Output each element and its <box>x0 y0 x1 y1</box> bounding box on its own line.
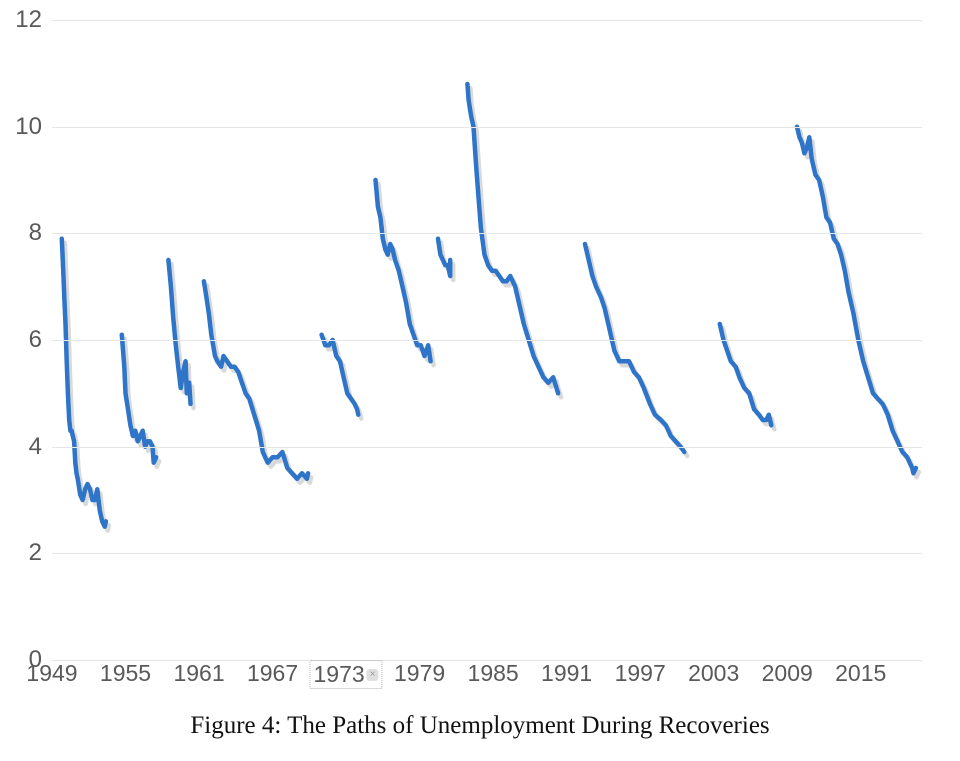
x-tick-label: 2003 <box>688 660 739 687</box>
y-tick-label: 6 <box>29 326 42 354</box>
x-tick-label: 1961 <box>173 660 224 687</box>
series-line <box>168 260 190 404</box>
series-line <box>204 281 308 478</box>
x-tick-label: 1979 <box>394 660 445 687</box>
series-shadow <box>588 248 687 456</box>
x-tick-label: 2015 <box>835 660 886 687</box>
plot-area: 024681012 <box>52 20 922 660</box>
x-tick-label: 2009 <box>762 660 813 687</box>
y-tick-label: 12 <box>15 6 42 34</box>
gridline <box>52 447 922 448</box>
series-line <box>322 335 359 415</box>
x-tick-label-editable[interactable]: 1973× <box>309 660 382 689</box>
figure: 024681012 1949 1955 1961 1967 1973× 1979 1985 1… <box>0 0 960 761</box>
x-tick-label: 1949 <box>26 660 77 687</box>
figure-caption: Figure 4: The Paths of Unemployment Duri… <box>0 712 960 740</box>
x-tick-label: 1967 <box>247 660 298 687</box>
gridline <box>52 340 922 341</box>
x-axis-ticks: 19491955196119671973×1979198519911997200… <box>52 660 922 692</box>
series-line <box>585 244 684 452</box>
x-tick-label: 1997 <box>615 660 666 687</box>
y-tick-label: 2 <box>29 539 42 567</box>
y-tick-label: 10 <box>15 113 42 141</box>
y-tick-label: 8 <box>29 219 42 247</box>
x-tick-label: 1991 <box>541 660 592 687</box>
series-line <box>438 239 450 276</box>
y-tick-label: 4 <box>29 433 42 461</box>
series-shadow <box>207 285 311 482</box>
series-line <box>467 84 558 393</box>
gridline <box>52 233 922 234</box>
gridline <box>52 553 922 554</box>
delete-icon[interactable]: × <box>367 669 379 681</box>
gridline <box>52 20 922 21</box>
series-line <box>797 127 916 474</box>
series-shadow <box>379 184 434 365</box>
series-line <box>376 180 431 361</box>
x-tick-label: 1985 <box>468 660 519 687</box>
series-shadow <box>723 328 775 429</box>
gridline <box>52 127 922 128</box>
x-tick-label: 1955 <box>100 660 151 687</box>
